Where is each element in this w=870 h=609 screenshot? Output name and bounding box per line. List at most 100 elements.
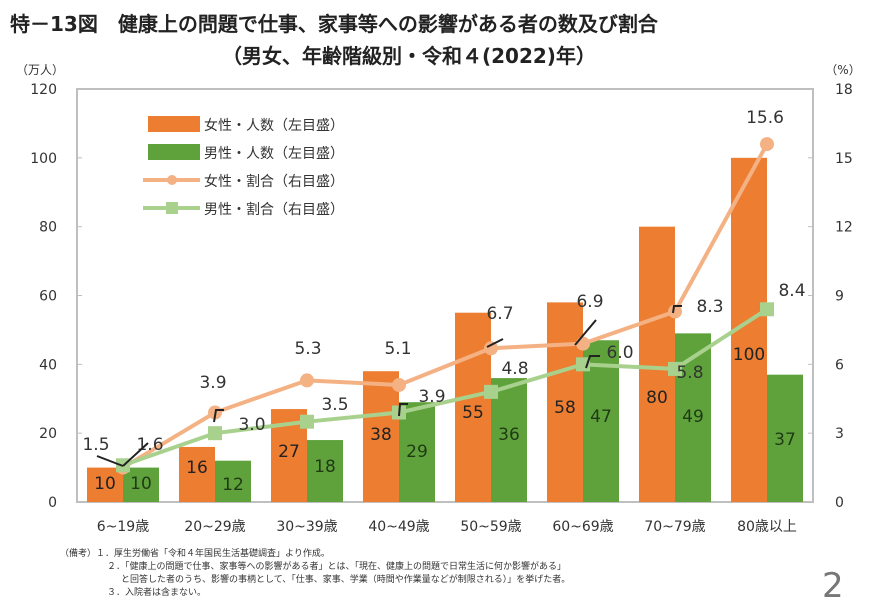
male-rate-label: 5.8 <box>676 363 703 383</box>
female-rate-label: 3.9 <box>199 373 226 393</box>
legend-swatch-female-bar <box>148 116 200 132</box>
bar-female <box>363 371 399 502</box>
male-rate-line <box>122 307 769 468</box>
x-tick-label: 60~69歳 <box>552 519 613 535</box>
right-axis-unit: （%） <box>825 63 860 77</box>
note-2-cont: と回答した者のうち、影響の事柄として、「仕事、家事、学業（時間や作業量などが制限… <box>121 575 571 585</box>
bar-female-label: 27 <box>278 442 300 462</box>
male-rate-label: 4.8 <box>501 359 528 379</box>
legend-label: 男性・割合（右目盛） <box>204 201 344 218</box>
bar-female-label: 100 <box>733 345 765 365</box>
right-tick-label: 0 <box>835 495 844 511</box>
female-rate-label: 5.1 <box>384 339 411 359</box>
female-rate-line <box>121 143 769 470</box>
x-tick-label: 50~59歳 <box>460 519 521 535</box>
x-tick-label: 70~79歳 <box>644 519 705 535</box>
bar-female-label: 38 <box>370 425 392 445</box>
label-leader-line <box>122 442 149 467</box>
left-tick-label: 0 <box>48 495 57 511</box>
note-3: ３．入院者は含まない。 <box>107 588 207 598</box>
page-number: 2 <box>822 566 844 606</box>
bar-male-label: 49 <box>682 407 704 427</box>
bar-female <box>87 467 123 502</box>
bar-female-label: 58 <box>554 398 576 418</box>
female-rate-label: 6.7 <box>486 304 513 324</box>
male-rate-point <box>300 414 314 429</box>
label-leader-line <box>96 455 124 467</box>
legend-swatch-male-bar <box>148 144 200 160</box>
female-rate-point <box>300 373 314 388</box>
label-leader-line <box>398 403 408 417</box>
female-rate-point <box>392 377 406 392</box>
bar-male-label: 47 <box>590 407 612 427</box>
male-rate-label: 3.0 <box>238 415 265 435</box>
bar-male-label: 36 <box>498 425 520 445</box>
female-rate-point <box>760 137 774 152</box>
bar-female-label: 16 <box>186 458 208 478</box>
right-tick-label: 18 <box>835 82 853 98</box>
male-rate-point <box>668 361 682 376</box>
right-tick-label: 6 <box>835 357 844 373</box>
male-rate-label: 1.6 <box>136 435 163 455</box>
note-2: ２．「健康上の問題で仕事、家事等への影響がある者」とは、「現在、健康上の問題で日… <box>107 562 567 572</box>
male-rate-label: 3.9 <box>418 387 445 407</box>
bar-male-label: 10 <box>130 474 152 494</box>
label-leader-line <box>574 319 597 346</box>
bar-female-label: 80 <box>646 388 668 408</box>
bar-male <box>123 467 159 502</box>
legend-marker-female <box>167 175 177 185</box>
male-rate-point <box>484 384 498 399</box>
x-tick-label: 40~49歳 <box>368 519 429 535</box>
legend-label: 女性・人数（左目盛） <box>204 117 344 134</box>
bar-male-label: 12 <box>222 475 244 495</box>
legend-label: 男性・人数（左目盛） <box>204 146 344 162</box>
left-axis-unit: （万人） <box>16 63 64 77</box>
bar-female <box>455 312 491 502</box>
x-tick-label: 20~29歳 <box>184 519 245 535</box>
right-tick-label: 9 <box>835 289 844 305</box>
female-rate-point <box>484 341 498 356</box>
female-rate-label: 15.6 <box>746 108 784 128</box>
x-tick-label: 6~19歳 <box>97 519 149 535</box>
chart-title-line1: 特－13図 健康上の問題で仕事、家事等への影響がある者の数及び割合 <box>10 12 658 36</box>
bar-male <box>675 333 711 502</box>
left-tick-label: 60 <box>39 289 57 305</box>
note-1: （備考）１．厚生労働省「令和４年国民生活基礎調査」より作成。 <box>60 549 330 559</box>
legend-marker-male <box>166 202 178 214</box>
bar-female-label: 55 <box>462 403 484 423</box>
bar-male <box>767 374 803 502</box>
legend-label: 女性・割合（右目盛） <box>204 173 344 190</box>
left-tick-label: 120 <box>30 82 57 98</box>
chart-title-line2: （男女、年齢階級別・令和４(2022)年） <box>222 44 596 68</box>
bar-female-label: 10 <box>94 474 116 494</box>
left-tick-label: 20 <box>39 426 57 442</box>
bar-male-label: 29 <box>406 442 428 462</box>
bar-male-label: 37 <box>774 430 796 450</box>
left-tick-label: 100 <box>30 151 57 167</box>
label-leader-line <box>672 305 682 314</box>
female-rate-label: 5.3 <box>294 339 321 359</box>
label-leader-line <box>213 409 224 423</box>
male-rate-label: 6.0 <box>606 343 633 363</box>
notes: （備考）１．厚生労働省「令和４年国民生活基礎調査」より作成。 ２．「健康上の問題… <box>60 548 571 600</box>
female-rate-point <box>576 336 590 351</box>
bar-female <box>179 446 215 502</box>
bar-female <box>547 302 583 502</box>
female-rate-label: 6.9 <box>576 292 603 312</box>
bar-male <box>307 440 343 502</box>
right-tick-label: 15 <box>835 151 853 167</box>
bar-male-label: 18 <box>314 457 336 477</box>
left-tick-label: 80 <box>39 220 57 236</box>
label-leader-line <box>486 338 504 348</box>
male-rate-point <box>208 426 222 441</box>
label-leader-line <box>585 355 600 369</box>
right-tick-label: 3 <box>835 426 844 442</box>
left-tick-label: 40 <box>39 357 57 373</box>
female-rate-point <box>668 304 682 319</box>
bar-male <box>215 460 251 502</box>
male-rate-label: 3.5 <box>321 395 348 415</box>
male-rate-label: 8.4 <box>778 281 805 301</box>
female-rate-label: 8.3 <box>696 297 723 317</box>
female-rate-label: 1.5 <box>82 435 109 455</box>
